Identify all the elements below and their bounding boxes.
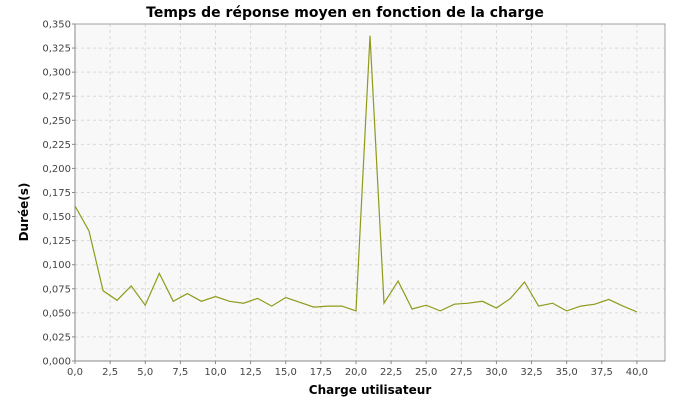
- y-tick-label: 0,225: [42, 140, 71, 151]
- x-axis-label: Charge utilisateur: [309, 383, 432, 397]
- x-tick-label: 35,0: [556, 367, 578, 378]
- x-tick-label: 20,0: [345, 367, 367, 378]
- series-line: [74, 35, 638, 313]
- x-tick-label: 37,5: [591, 367, 613, 378]
- tick-labels: 0,000 0,025 0,050 0,075 0,100 0,125 0,150 0,175…: [42, 20, 648, 379]
- y-tick-label: 0,200: [42, 164, 71, 175]
- y-tick-label: 0,275: [42, 92, 71, 103]
- x-tick-label: 22,5: [380, 367, 402, 378]
- y-tick-label: 0,350: [42, 20, 71, 31]
- x-tick-label: 10,0: [204, 367, 226, 378]
- y-tick-label: 0,050: [42, 308, 71, 319]
- y-tick-label: 0,175: [42, 188, 71, 199]
- y-tick-label: 0,100: [42, 260, 71, 271]
- x-tick-label: 30,0: [485, 367, 507, 378]
- x-tick-label: 7,5: [172, 367, 188, 378]
- y-tick-label: 0,125: [42, 236, 71, 247]
- y-axis-label: Durée(s): [17, 183, 31, 242]
- series-layer: [74, 35, 638, 313]
- y-tick-label: 0,300: [42, 68, 71, 79]
- x-tick-label: 27,5: [450, 367, 472, 378]
- x-tick-label: 2,5: [102, 367, 118, 378]
- x-tick-label: 40,0: [626, 367, 648, 378]
- x-tick-label: 32,5: [520, 367, 542, 378]
- x-tick-label: 15,0: [275, 367, 297, 378]
- y-tick-label: 0,150: [42, 212, 71, 223]
- x-tick-label: 5,0: [137, 367, 153, 378]
- y-tick-label: 0,000: [42, 357, 71, 368]
- y-tick-label: 0,075: [42, 284, 71, 295]
- y-tick-label: 0,325: [42, 44, 71, 55]
- x-tick-label: 0,0: [67, 367, 83, 378]
- grid-lines: [75, 23, 665, 361]
- x-tick-label: 12,5: [239, 367, 261, 378]
- y-tick-label: 0,250: [42, 116, 71, 127]
- y-tick-label: 0,025: [42, 332, 71, 343]
- axes: [72, 23, 666, 364]
- x-tick-label: 17,5: [310, 367, 332, 378]
- chart-title: Temps de réponse moyen en fonction de la…: [146, 5, 544, 21]
- x-tick-label: 25,0: [415, 367, 437, 378]
